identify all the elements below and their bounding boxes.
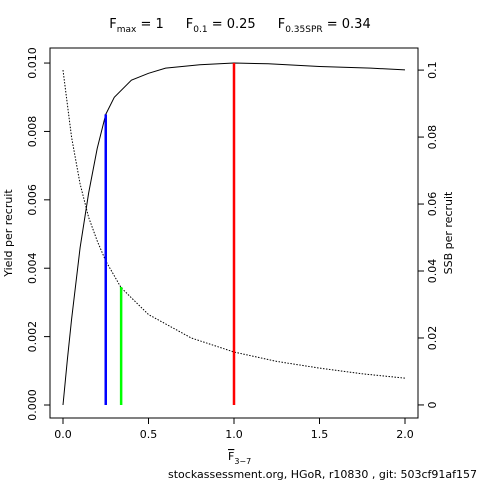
title-value: = 0.34: [323, 17, 371, 32]
x-tick-label: 1.0: [225, 428, 243, 441]
y2-tick-label: 0.04: [426, 259, 439, 284]
series-line: [62, 70, 406, 379]
title-symbol: F: [109, 17, 116, 32]
footer: stockassessment.org, HGoR, r10830 , git:…: [168, 468, 477, 480]
chart-title: Fmax = 1 F0.1 = 0.25 F0.35SPR = 0.34: [109, 17, 370, 35]
y2-tick-label: 0.1: [426, 61, 439, 79]
y-tick-label: 0.008: [26, 116, 39, 148]
x-tick-label: 1.5: [311, 428, 329, 441]
x-tick-label: 2.0: [396, 428, 414, 441]
title-value: = 0.25: [208, 17, 256, 32]
title-symbol: F: [186, 17, 193, 32]
y-tick-label: 0.004: [26, 252, 39, 284]
y-tick-label: 0.000: [26, 389, 39, 421]
title-symbol: F: [278, 17, 285, 32]
y2-tick-label: 0: [426, 401, 439, 408]
y-axis-label: Yield per recruit: [2, 189, 15, 278]
x-axis-subscript: 3−7: [234, 457, 251, 466]
x-axis-symbol: F: [228, 450, 234, 463]
y-tick-label: 0.010: [26, 47, 39, 79]
y2-tick-label: 0.08: [426, 125, 439, 150]
y2-tick-label: 0.02: [426, 326, 439, 351]
y-tick-label: 0.006: [26, 184, 39, 216]
title-subscript: 0.35SPR: [285, 25, 322, 35]
x-axis-label: F3−7: [228, 450, 251, 466]
x-tick-label: 0.0: [54, 428, 72, 441]
title-subscript: 0.1: [193, 25, 207, 35]
series-line: [62, 62, 406, 406]
y-tick-label: 0.002: [26, 321, 39, 353]
x-tick-label: 0.5: [140, 428, 158, 441]
y2-axis-label: SSB per recruit: [442, 191, 455, 274]
title-subscript: max: [117, 25, 137, 35]
y2-tick-label: 0.06: [426, 192, 439, 217]
title-value: = 1: [136, 17, 163, 32]
